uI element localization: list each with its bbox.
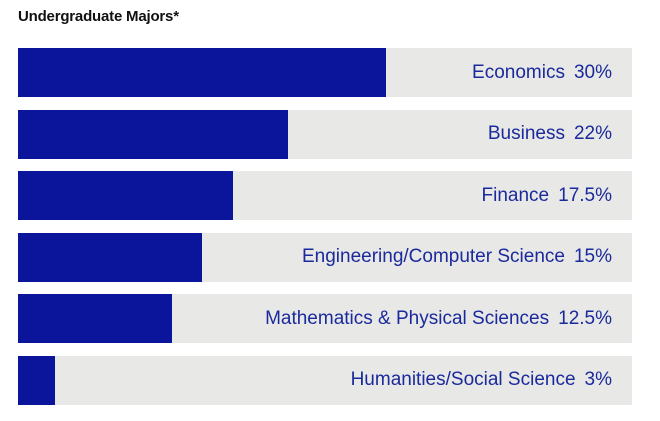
- bar-row-engineering-computer-science: Engineering/Computer Science 15%: [18, 232, 632, 282]
- category-label-engineering-computer-science: Engineering/Computer Science: [301, 246, 565, 267]
- bar-label-business: Business 22%: [488, 110, 612, 159]
- category-label-business: Business: [487, 123, 565, 144]
- bar-economics: [18, 48, 387, 97]
- category-label-humanities-social-science: Humanities/Social Science: [350, 369, 576, 390]
- bar-mathematics-physical-sciences: [18, 294, 172, 343]
- bar-row-business: Business 22%: [18, 109, 632, 159]
- value-label-finance: 17.5%: [558, 184, 612, 206]
- bar-finance: [18, 171, 233, 220]
- bar-row-economics: Economics 30%: [18, 48, 632, 97]
- value-label-business: 22%: [573, 123, 612, 144]
- bar-chart: Economics 30% Business 22% Finance 17.5%…: [18, 48, 632, 417]
- bar-engineering-computer-science: [18, 232, 203, 282]
- bar-label-finance: Finance 17.5%: [482, 171, 612, 220]
- value-label-humanities-social-science: 3%: [584, 369, 612, 390]
- bar-business: [18, 109, 289, 159]
- category-label-economics: Economics: [472, 61, 565, 83]
- bar-row-humanities-social-science: Humanities/Social Science 3%: [18, 355, 632, 405]
- bar-row-finance: Finance 17.5%: [18, 171, 632, 220]
- category-label-finance: Finance: [481, 184, 550, 206]
- bar-label-mathematics-physical-sciences: Mathematics & Physical Sciences 12.5%: [265, 294, 612, 343]
- bar-label-humanities-social-science: Humanities/Social Science 3%: [351, 356, 612, 405]
- category-label-mathematics-physical-sciences: Mathematics & Physical Sciences: [265, 307, 550, 329]
- bar-label-economics: Economics 30%: [472, 48, 612, 97]
- value-label-engineering-computer-science: 15%: [573, 246, 612, 267]
- chart-title: Undergraduate Majors*: [18, 8, 179, 25]
- bar-label-engineering-computer-science: Engineering/Computer Science 15%: [302, 233, 612, 282]
- value-label-economics: 30%: [573, 61, 612, 83]
- bar-row-mathematics-physical-sciences: Mathematics & Physical Sciences 12.5%: [18, 294, 632, 343]
- value-label-mathematics-physical-sciences: 12.5%: [558, 307, 612, 329]
- bar-humanities-social-science: [18, 355, 55, 405]
